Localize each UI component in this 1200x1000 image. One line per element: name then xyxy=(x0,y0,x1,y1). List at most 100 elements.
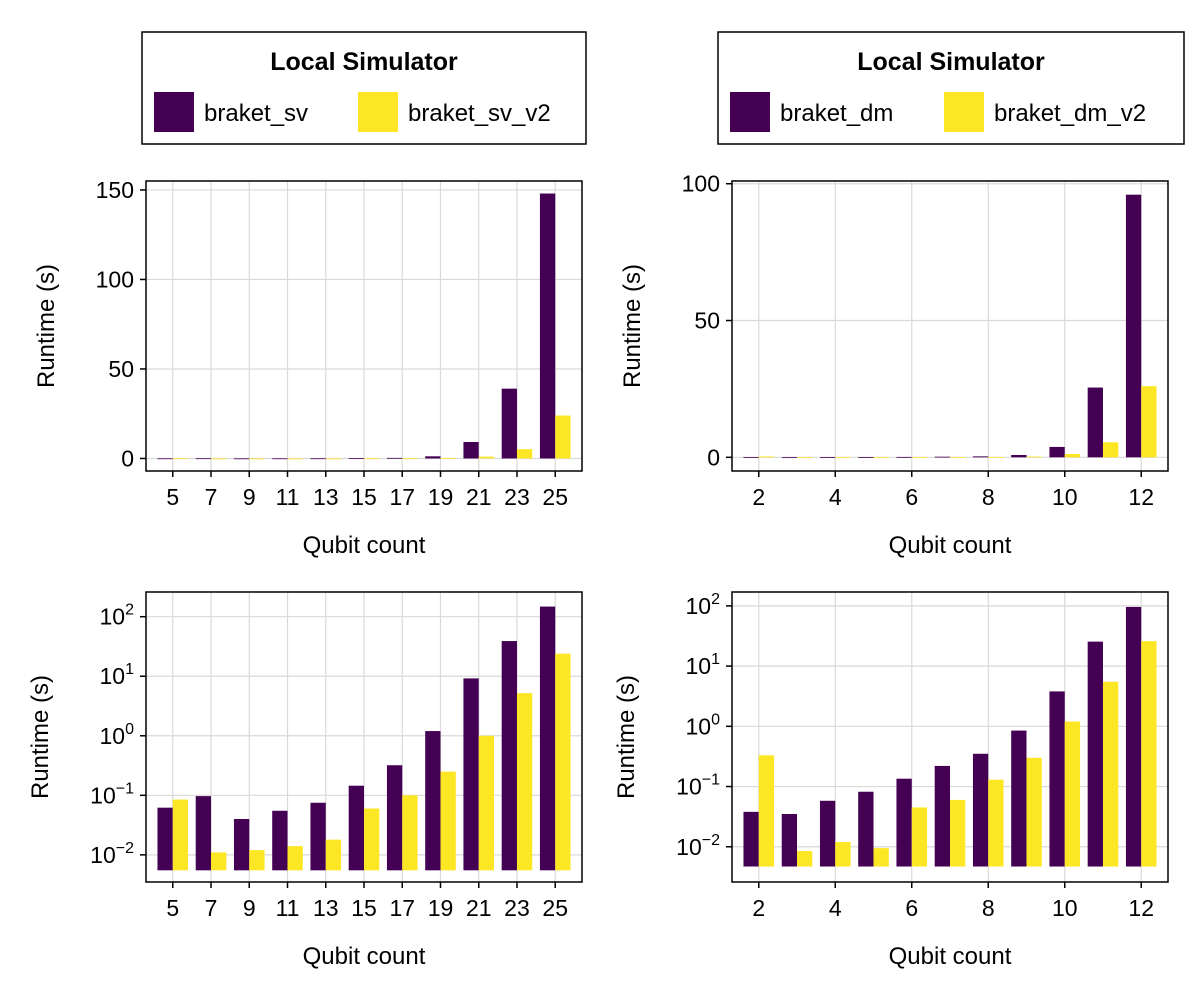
bar-braket_dm_v2-8 xyxy=(988,779,1004,867)
bar-braket_dm-5 xyxy=(858,457,874,458)
bar-braket_sv-19 xyxy=(425,456,441,459)
legend-right-swatch-1 xyxy=(730,92,770,132)
bar-braket_sv_v2-25 xyxy=(555,415,571,459)
bar-braket_sv_v2-5 xyxy=(172,799,189,871)
bar-braket_dm_v2-6 xyxy=(911,807,928,867)
chart-panel-2: 2 4 6 8 10 12 0 50 100 Qubit count Runtime (s) xyxy=(619,171,1169,559)
y-tick-label: 100 xyxy=(96,266,134,292)
bar-braket_dm_v2-11 xyxy=(1102,442,1119,458)
bar-braket_dm-12 xyxy=(1125,606,1142,867)
y-tick-label: 50 xyxy=(108,356,134,382)
x-tick-label: 15 xyxy=(351,484,377,510)
x-tick-label: 11 xyxy=(276,484,300,510)
y-tick-label: 102 xyxy=(100,602,135,630)
bar-braket_sv_v2-25 xyxy=(555,653,571,871)
bar-braket_dm_v2-10 xyxy=(1064,721,1081,867)
bar-braket_sv-13 xyxy=(310,802,326,871)
bar-braket_dm_v2-4 xyxy=(835,842,851,867)
bar-braket_dm-10 xyxy=(1049,691,1065,867)
bar-braket_sv_v2-21 xyxy=(478,735,495,871)
bar-braket_dm-10 xyxy=(1049,446,1065,458)
x-axis-label: Qubit count xyxy=(303,943,426,970)
y-tick-label: 102 xyxy=(686,591,721,619)
x-tick-label: 21 xyxy=(466,484,492,510)
bar-braket_sv_v2-9 xyxy=(249,458,265,460)
x-tick-label: 2 xyxy=(752,484,765,510)
x-tick-label: 19 xyxy=(428,895,454,921)
chart-panel-3: 5 7 9 11 13 15 17 19 21 23 25 10−2 10−1 100 101 102 Qubi… xyxy=(27,591,583,970)
bar-braket_dm-7 xyxy=(934,765,950,867)
bar-braket_sv-9 xyxy=(233,458,250,460)
x-axis-label: Qubit count xyxy=(303,532,426,559)
bar-braket_sv-5 xyxy=(157,807,173,871)
bar-braket_dm_v2-8 xyxy=(988,456,1004,458)
x-tick-label: 6 xyxy=(905,484,918,510)
legend-left-swatch-1 xyxy=(154,92,194,132)
x-tick-label: 5 xyxy=(166,484,179,510)
bar-braket_dm_v2-7 xyxy=(950,457,966,458)
bar-braket_sv-21 xyxy=(463,442,479,459)
bar-braket_sv-11 xyxy=(272,810,288,871)
bar-braket_dm-8 xyxy=(972,753,989,867)
bar-braket_sv-5 xyxy=(157,458,173,460)
x-tick-label: 25 xyxy=(542,895,568,921)
bar-braket_dm-4 xyxy=(819,457,836,458)
legend-left-label-2: braket_sv_v2 xyxy=(408,100,551,127)
bar-braket_dm-9 xyxy=(1011,730,1027,867)
bar-braket_dm-11 xyxy=(1087,387,1103,458)
x-tick-label: 19 xyxy=(428,484,454,510)
bar-braket_dm_v2-3 xyxy=(797,457,813,459)
bar-braket_dm-4 xyxy=(819,800,836,867)
x-tick-label: 13 xyxy=(313,895,339,921)
bar-braket_sv-21 xyxy=(463,678,479,871)
bar-braket_dm_v2-9 xyxy=(1026,456,1042,458)
bar-braket_sv_v2-19 xyxy=(440,771,456,871)
x-tick-label: 17 xyxy=(389,484,415,510)
bar-braket_dm-3 xyxy=(781,457,798,459)
bar-braket_sv-25 xyxy=(539,193,556,459)
bar-braket_sv_v2-11 xyxy=(287,846,303,871)
y-tick-label: 100 xyxy=(682,171,720,197)
bar-braket_sv_v2-11 xyxy=(287,458,303,460)
bar-braket_sv-17 xyxy=(386,457,403,459)
y-tick-label: 100 xyxy=(100,721,135,749)
bar-braket_sv_v2-7 xyxy=(211,852,227,871)
bar-braket_dm-5 xyxy=(858,791,874,867)
bar-braket_sv-11 xyxy=(272,458,288,460)
chart-panel-4: 2 4 6 8 10 12 10−2 10−1 100 101 102 Qubit count Runt… xyxy=(613,591,1169,970)
bar-braket_dm-9 xyxy=(1011,455,1027,458)
bar-braket_dm-11 xyxy=(1087,641,1103,867)
legend-right: Local Simulator braket_dm braket_dm_v2 xyxy=(717,31,1185,145)
bar-braket_sv-17 xyxy=(386,765,403,871)
x-tick-label: 2 xyxy=(752,895,765,921)
bar-braket_sv_v2-5 xyxy=(172,458,189,460)
bar-braket_sv_v2-15 xyxy=(364,458,380,460)
y-tick-label: 50 xyxy=(694,308,720,334)
legend-right-swatch-2 xyxy=(944,92,984,132)
x-tick-label: 7 xyxy=(205,895,218,921)
bar-braket_sv-7 xyxy=(195,458,212,460)
bar-braket_dm_v2-5 xyxy=(873,848,889,867)
x-tick-label: 9 xyxy=(243,484,256,510)
bar-braket_dm_v2-2 xyxy=(758,456,775,458)
chart-panel-1: 5 7 9 11 13 15 17 19 21 23 25 0 50 100 150 Qubit count R… xyxy=(33,177,583,559)
bar-braket_dm_v2-2 xyxy=(758,755,775,867)
y-tick-label: 10−1 xyxy=(676,772,720,800)
legend-left-label-1: braket_sv xyxy=(204,100,308,127)
x-tick-label: 4 xyxy=(829,895,842,921)
x-tick-label: 12 xyxy=(1128,895,1154,921)
x-tick-label: 15 xyxy=(351,895,377,921)
bar-braket_dm_v2-5 xyxy=(873,457,889,459)
bar-braket_sv_v2-23 xyxy=(516,449,533,459)
y-tick-label: 101 xyxy=(100,661,135,689)
bar-braket_dm_v2-6 xyxy=(911,457,928,458)
bar-braket_sv-19 xyxy=(425,731,441,871)
x-tick-label: 6 xyxy=(905,895,918,921)
y-axis-label: Runtime (s) xyxy=(33,264,60,388)
y-tick-label: 10−1 xyxy=(90,780,134,808)
bar-braket_sv_v2-7 xyxy=(211,458,227,460)
bar-braket_sv_v2-17 xyxy=(402,795,418,871)
legend-left: Local Simulator braket_sv braket_sv_v2 xyxy=(141,31,587,145)
y-axis-label: Runtime (s) xyxy=(27,675,54,799)
